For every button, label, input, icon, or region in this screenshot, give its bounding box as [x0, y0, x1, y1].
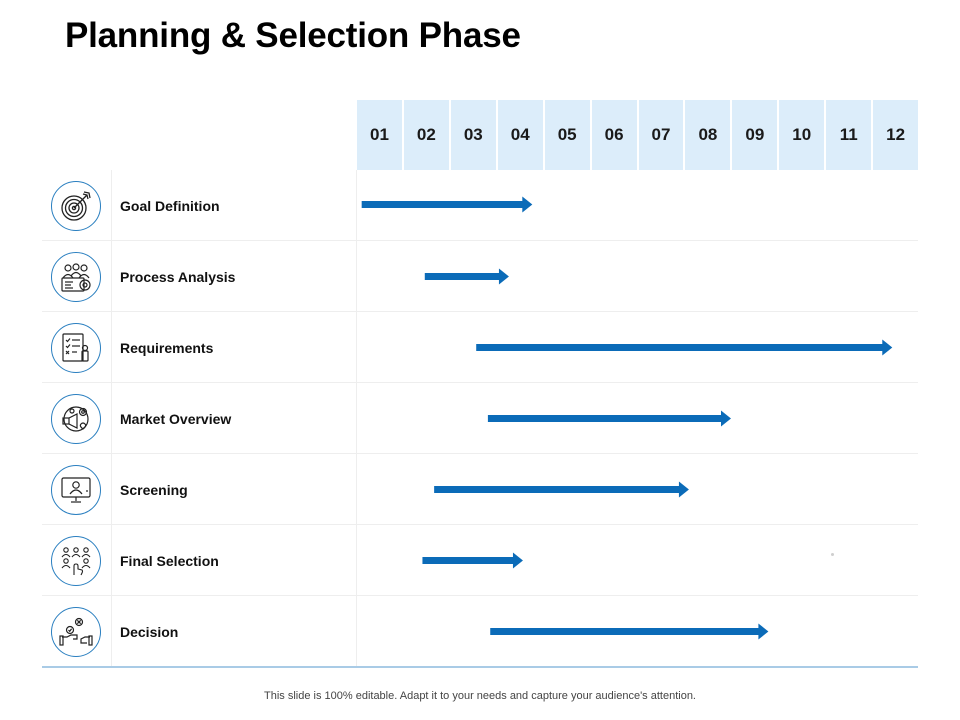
market-icon	[51, 394, 101, 444]
task-label: Process Analysis	[112, 241, 357, 312]
task-row: Screening	[42, 454, 918, 525]
task-row: Goal Definition	[42, 170, 918, 241]
month-label: 12	[873, 100, 919, 170]
month-label: 10	[779, 100, 827, 170]
target-icon	[51, 181, 101, 231]
month-label: 05	[544, 100, 592, 170]
month-label: 07	[638, 100, 686, 170]
task-row: Process Analysis	[42, 241, 918, 312]
checklist-icon	[51, 323, 101, 373]
gantt-chart: Goal Definition Process Analysis	[42, 170, 918, 667]
footer-note: This slide is 100% editable. Adapt it to…	[264, 690, 696, 702]
task-row: Market Overview	[42, 383, 918, 454]
month-label: 01	[357, 100, 404, 170]
task-label: Requirements	[112, 312, 357, 383]
month-label: 04	[497, 100, 545, 170]
month-header: 01 02 03 04 05 06 07 08 09 10 11 12	[357, 100, 919, 170]
task-label: Final Selection	[112, 525, 357, 596]
month-label: 06	[591, 100, 639, 170]
task-label: Goal Definition	[112, 170, 357, 241]
month-label: 02	[403, 100, 451, 170]
task-row: Final Selection	[42, 525, 918, 596]
month-label: 11	[826, 100, 874, 170]
team-analysis-icon	[51, 252, 101, 302]
selection-icon	[51, 536, 101, 586]
task-label: Decision	[112, 596, 357, 667]
decision-icon	[51, 607, 101, 657]
monitor-user-icon	[51, 465, 101, 515]
page-title: Planning & Selection Phase	[65, 16, 521, 55]
task-row: Decision	[42, 596, 918, 667]
month-label: 03	[450, 100, 498, 170]
month-label: 08	[685, 100, 733, 170]
task-label: Screening	[112, 454, 357, 525]
month-label: 09	[732, 100, 780, 170]
table-bottom-border	[42, 666, 918, 668]
task-row: Requirements	[42, 312, 918, 383]
stray-dot	[831, 553, 834, 556]
task-label: Market Overview	[112, 383, 357, 454]
